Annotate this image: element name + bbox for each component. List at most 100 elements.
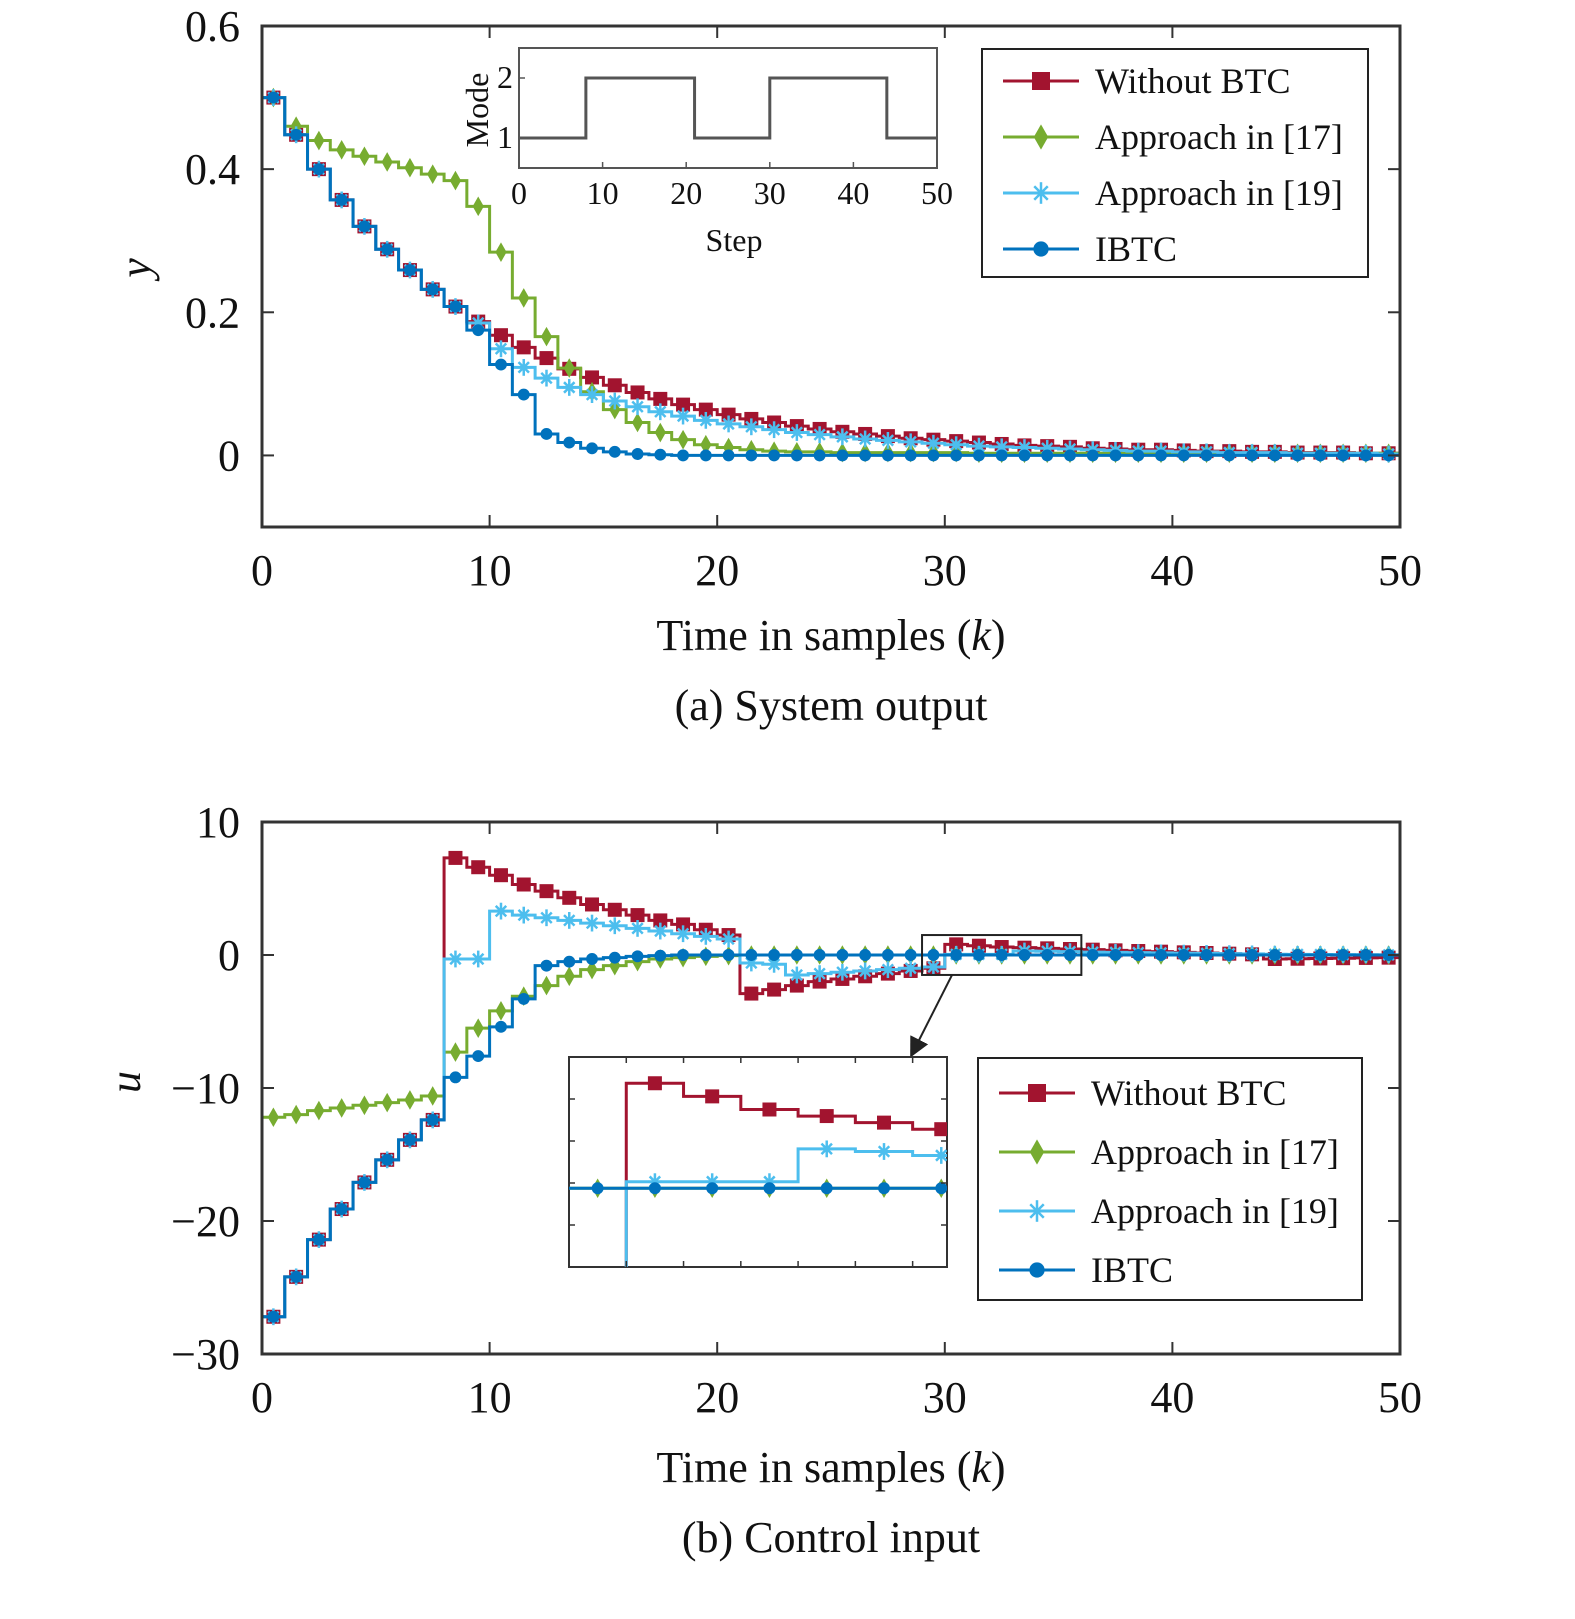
control-ibtc-point [1337, 949, 1350, 961]
output-ibtc-point [426, 283, 439, 296]
control-ibtc-point [972, 949, 985, 961]
control-x-axis-label: Time in samples (k) [656, 1443, 1005, 1492]
zoom-ibtc-point [648, 1182, 661, 1195]
control-without_btc-point [653, 913, 668, 928]
control-approach19-point [539, 909, 554, 927]
control-ibtc-point [403, 1133, 416, 1146]
output-approach17-point [427, 164, 439, 184]
output-without_btc-point [721, 407, 736, 422]
output-ibtc-point [358, 220, 371, 233]
output-approach19-point [789, 424, 804, 441]
output-ibtc-point [1291, 449, 1304, 462]
output-ibtc-point [995, 449, 1008, 462]
control-approach17-point [358, 1095, 371, 1116]
output-ibtc-point [1041, 449, 1054, 462]
control-ibtc-point [563, 955, 576, 968]
output-ibtc-point [813, 449, 826, 462]
control-without_btc-point [539, 884, 554, 899]
control-ibtc-point [995, 949, 1008, 961]
control-ibtc-point [358, 1176, 371, 1189]
mode-x-tick-label: 0 [511, 175, 527, 211]
control-ibtc-point [790, 949, 803, 961]
control-approach19-point [493, 902, 508, 920]
output-approach19-point [607, 392, 622, 410]
output-approach19-point [516, 358, 531, 376]
output-approach19-point [562, 379, 577, 396]
output-legend-without_btc-marker [1032, 72, 1050, 90]
control-approach19-point [516, 906, 531, 924]
output-without_btc-point [698, 402, 713, 417]
output-ibtc-point [1132, 449, 1145, 462]
output-without_btc-point [516, 340, 531, 355]
control-y-tick-label: −20 [171, 1197, 240, 1246]
control-ibtc-point [1223, 949, 1236, 961]
output-approach17-point [677, 429, 689, 450]
output-ibtc-point [631, 448, 644, 460]
zoom-without_btc-point [647, 1076, 662, 1091]
output-ibtc-point [312, 163, 325, 176]
control-without_btc-point [607, 902, 622, 917]
control-ibtc-point [859, 949, 872, 961]
zoom-inset-plot [569, 1076, 947, 1267]
mode-y-tick-label: 1 [497, 119, 513, 155]
output-approach17-point [381, 152, 393, 172]
output-ibtc-point [449, 300, 462, 313]
control-without_btc-point [676, 917, 691, 932]
control-approach19-point [607, 917, 622, 935]
zoom-arrow [910, 974, 953, 1058]
output-ibtc-point [563, 436, 576, 449]
control-approach17-point [540, 975, 553, 996]
mode-inset-y-label: Mode [459, 73, 495, 148]
zoom-without_btc-point [705, 1089, 720, 1104]
output-ibtc-point [950, 449, 963, 462]
control-approach17-point [404, 1090, 416, 1110]
mode-inset-ticks: 0 10 20 30 40 50 1 2 [497, 59, 953, 211]
control-ibtc-point [1086, 949, 1099, 961]
output-approach19-point [926, 434, 941, 452]
output-approach19-point [721, 415, 736, 433]
output-ibtc-point [904, 449, 917, 462]
output-approach17-point [609, 399, 621, 420]
control-approach19-point [926, 958, 941, 976]
control-x-tick-label: 50 [1378, 1373, 1422, 1422]
mode-y-tick-label: 2 [497, 59, 513, 95]
mode-inset-frame [518, 47, 938, 169]
control-approach17-point [313, 1100, 325, 1121]
control-approach19-point [471, 950, 486, 968]
output-ibtc-point [722, 449, 735, 462]
control-ibtc-point [1109, 949, 1122, 961]
control-y-axis-label: u [101, 1071, 150, 1093]
output-approach19-point [767, 421, 782, 439]
control-legend-approach19-marker [1028, 1200, 1046, 1222]
output-y-tick-label: 0.4 [185, 145, 240, 194]
output-approach17-point [563, 358, 575, 378]
output-ibtc-point [790, 449, 803, 462]
control-approach19-point [903, 959, 918, 977]
output-without_btc-point [653, 391, 668, 406]
control-ibtc-point [1064, 949, 1076, 961]
zoom-approach19-line [624, 1147, 947, 1267]
output-ibtc-point [836, 449, 849, 462]
control-approach19-point [721, 930, 736, 948]
output-x-axis-label: Time in samples (k) [656, 611, 1005, 660]
output-x-tick-label: 50 [1378, 546, 1422, 595]
output-without_btc-point [585, 370, 600, 385]
output-ibtc-point [745, 449, 758, 462]
output-approach19-point [539, 369, 554, 387]
control-ibtc-point [927, 949, 940, 961]
control-ibtc-point [586, 953, 598, 965]
control-ibtc-point [722, 949, 735, 961]
zoom-without_btc-point [934, 1122, 947, 1137]
output-ibtc-point [1064, 449, 1076, 462]
output-approach17-point [358, 146, 371, 167]
output-y-tick-label: 0 [218, 431, 240, 480]
control-y-tick-label: −30 [171, 1330, 240, 1379]
control-approach19-point [698, 927, 713, 945]
zoom-ibtc-point [591, 1182, 604, 1195]
control-approach19-point [630, 920, 645, 937]
control-ibtc-point [654, 949, 667, 962]
control-ibtc-point [1155, 949, 1167, 961]
control-approach17-point [495, 1001, 507, 1021]
output-ibtc-point [1337, 449, 1350, 462]
output-ibtc-point [495, 358, 507, 371]
